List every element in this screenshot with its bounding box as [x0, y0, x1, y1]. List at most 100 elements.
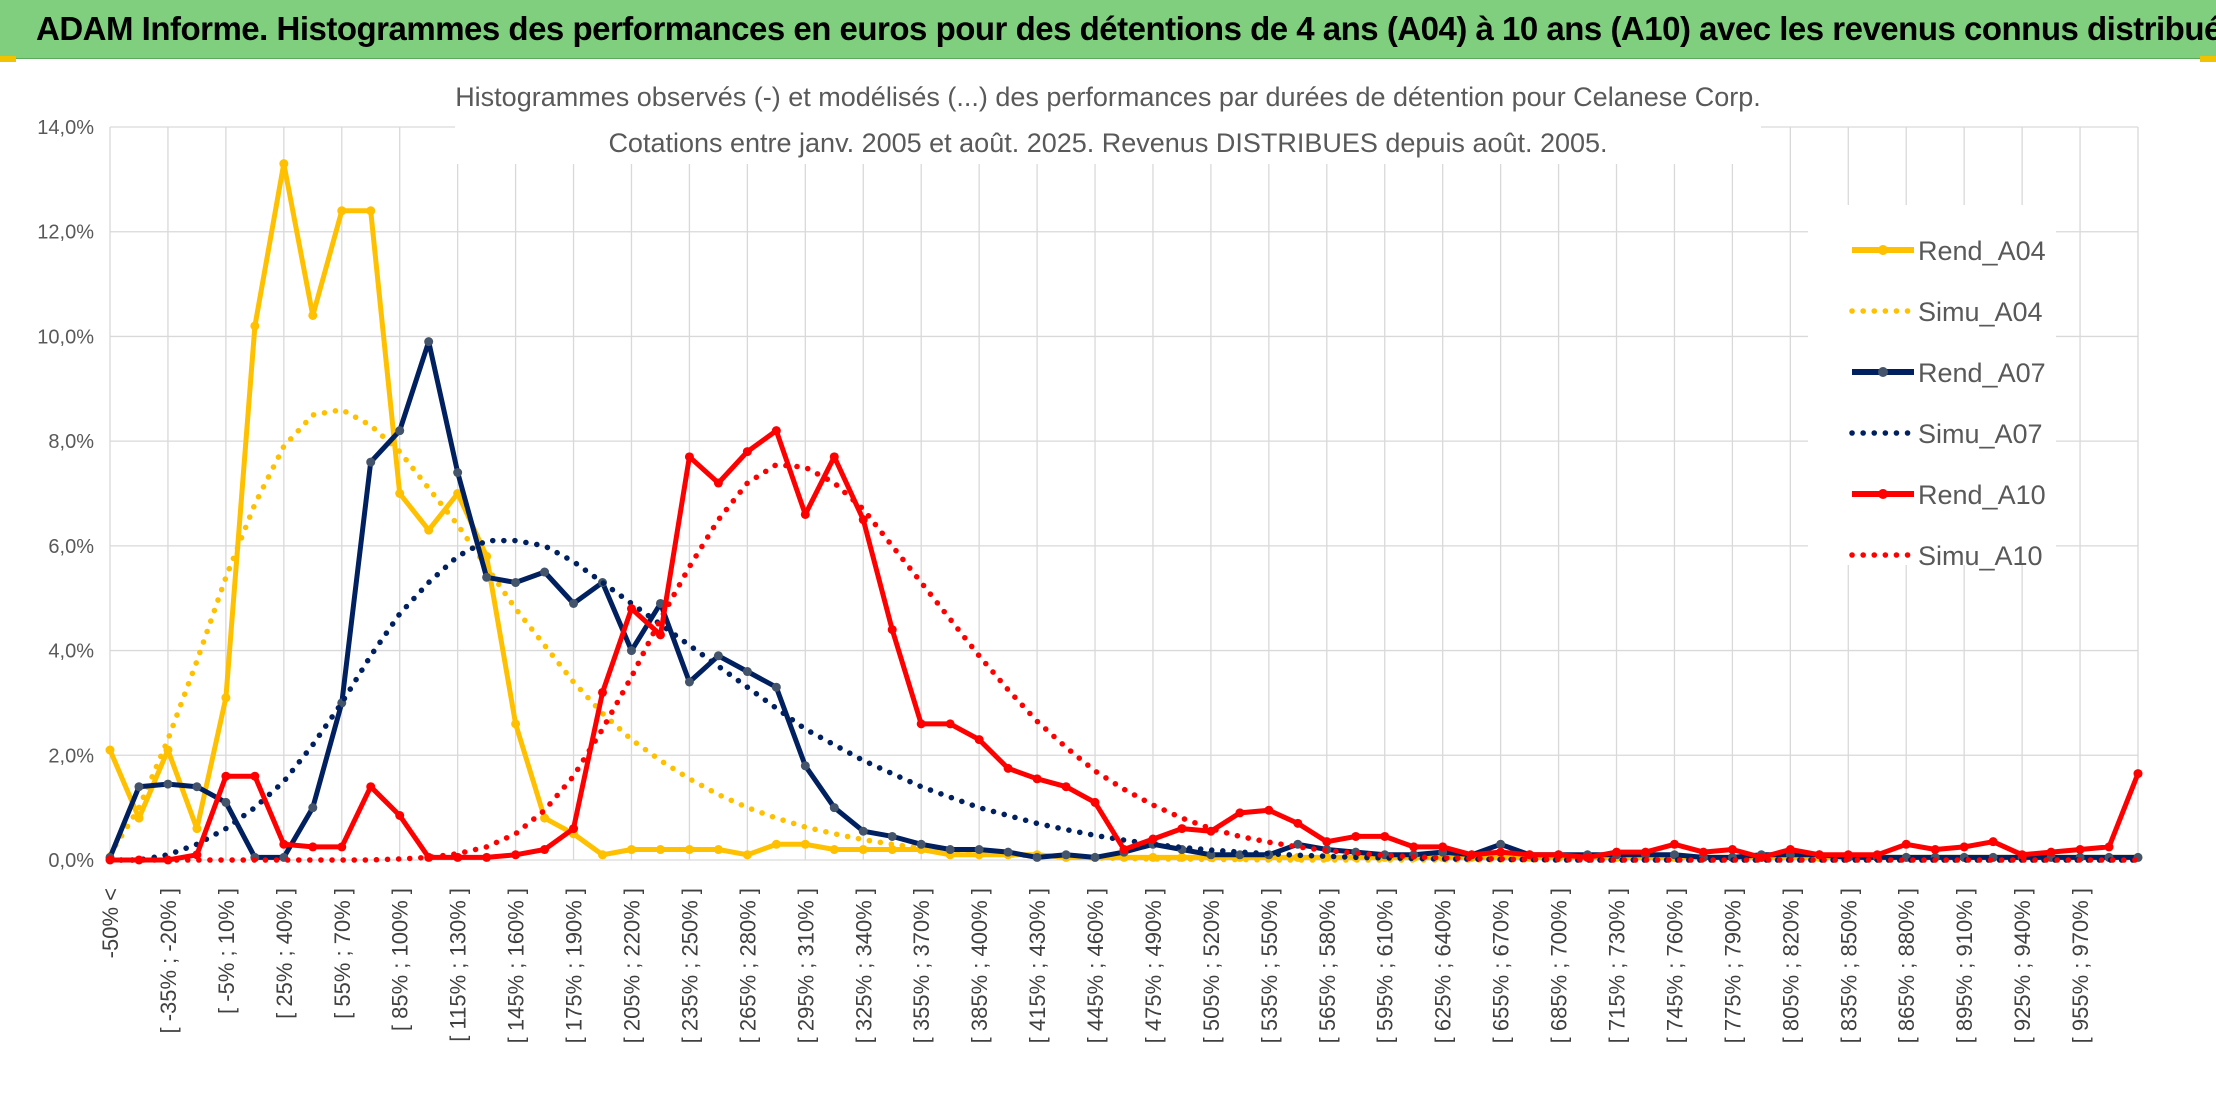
legend-item-simu-a07: Simu_A07 [1849, 419, 2043, 449]
data-point-rend-a07 [366, 457, 376, 467]
x-tick-label: [ 505% ; 520% ] [1199, 888, 1224, 1043]
data-point-rend-a10 [192, 850, 202, 860]
data-point-rend-a10 [655, 630, 665, 640]
data-point-rend-a07 [1293, 839, 1303, 849]
data-point-rend-a04 [134, 813, 144, 823]
x-tick-label: [ 85% ; 100% ] [388, 888, 413, 1031]
x-tick-label: [ 55% ; 70% ] [330, 888, 355, 1019]
data-point-rend-a07 [569, 598, 579, 608]
data-point-rend-a10 [1264, 805, 1274, 815]
data-point-rend-a07 [713, 651, 723, 661]
data-point-rend-a04 [366, 206, 376, 216]
data-point-rend-a07 [916, 839, 926, 849]
x-tick-label: [ 805% ; 820% ] [1778, 888, 1803, 1043]
data-point-rend-a07 [626, 646, 636, 656]
x-tick-label: [ 535% ; 550% ] [1257, 888, 1282, 1043]
data-point-rend-a10 [1959, 842, 1969, 852]
data-point-rend-a10 [1235, 808, 1245, 818]
data-point-rend-a07 [1003, 847, 1013, 857]
data-point-rend-a10 [1438, 842, 1448, 852]
data-point-rend-a07 [974, 845, 984, 855]
data-point-rend-a10 [2046, 847, 2056, 857]
legend-label: Simu_A07 [1918, 419, 2043, 449]
data-point-rend-a04 [105, 745, 115, 755]
data-point-rend-a10 [250, 771, 260, 781]
data-point-rend-a10 [829, 452, 839, 462]
x-tick-label: [ 925% ; 940% ] [2010, 888, 2035, 1043]
data-point-rend-a10 [800, 509, 810, 519]
data-point-rend-a10 [511, 850, 521, 860]
data-point-rend-a07 [858, 826, 868, 836]
data-point-rend-a04 [684, 845, 694, 855]
data-point-rend-a10 [1322, 837, 1332, 847]
data-point-rend-a10 [2075, 845, 2085, 855]
data-point-rend-a10 [626, 604, 636, 614]
data-point-rend-a07 [453, 468, 463, 478]
data-point-rend-a10 [1206, 826, 1216, 836]
data-point-rend-a10 [221, 771, 231, 781]
data-point-rend-a10 [2133, 769, 2143, 779]
x-tick-label: [ 175% ; 190% ] [562, 888, 587, 1043]
grid-lines [109, 126, 2139, 861]
y-tick-label: 4,0% [48, 641, 94, 663]
x-tick-label: [ 235% ; 250% ] [677, 888, 702, 1043]
report-title: ADAM Informe. Histogrammes des performan… [36, 10, 2216, 47]
data-point-rend-a10 [134, 855, 144, 865]
x-tick-label: [ 625% ; 640% ] [1431, 888, 1456, 1043]
data-point-rend-a04 [279, 159, 289, 169]
data-point-rend-a07 [1061, 850, 1071, 860]
data-point-rend-a10 [1901, 839, 1911, 849]
x-axis-tick-labels: -50% < [ -35% ; -20% ] [ -5% ; 10% ] [ 25% … [98, 888, 2093, 1043]
x-tick-label: [ 595% ; 610% ] [1373, 888, 1398, 1043]
data-point-rend-a10 [742, 447, 752, 457]
legend-marker [1878, 489, 1888, 499]
data-point-rend-a07 [800, 761, 810, 771]
data-point-rend-a10 [1351, 831, 1361, 841]
data-point-rend-a07 [684, 677, 694, 687]
x-tick-label: [ 745% ; 760% ] [1662, 888, 1687, 1043]
data-point-rend-a10 [1814, 850, 1824, 860]
data-point-rend-a10 [1061, 782, 1071, 792]
data-point-rend-a10 [945, 719, 955, 729]
data-point-rend-a07 [221, 797, 231, 807]
legend-background [1808, 205, 2056, 565]
data-point-rend-a10 [1148, 834, 1158, 844]
x-tick-label: [ 355% ; 370% ] [909, 888, 934, 1043]
x-tick-label: [ 115% ; 130% ] [446, 888, 471, 1042]
y-tick-label: 6,0% [48, 536, 94, 558]
data-point-rend-a07 [1496, 839, 1506, 849]
y-tick-label: 14,0% [37, 117, 94, 139]
x-tick-label: [ 685% ; 700% ] [1547, 888, 1572, 1043]
legend-label: Rend_A04 [1918, 236, 2046, 266]
data-point-rend-a10 [366, 782, 376, 792]
header-banner: ADAM Informe. Histogrammes des performan… [0, 0, 2216, 59]
data-point-rend-a07 [163, 779, 173, 789]
performance-histogram-chart: 0,0% 2,0% 4,0% 6,0% 8,0% 10,0% 12,0% 14,0% -50%… [37, 78, 2143, 1043]
x-tick-label: [ -5% ; 10% ] [214, 888, 239, 1014]
corner-accent-left [0, 56, 16, 62]
x-tick-label: [ 775% ; 790% ] [1720, 888, 1745, 1043]
chart-title-background [455, 78, 1761, 164]
data-point-rend-a04 [424, 525, 434, 535]
series-lines [105, 159, 2143, 865]
data-point-rend-a10 [395, 810, 405, 820]
data-point-rend-a04 [395, 489, 405, 498]
data-point-rend-a10 [1612, 847, 1622, 857]
data-point-rend-a10 [1698, 847, 1708, 857]
series-simu-a10 [107, 461, 2141, 863]
data-point-rend-a10 [1669, 839, 1679, 849]
series-line-simu-a07 [107, 537, 2141, 863]
data-point-rend-a07 [134, 782, 144, 792]
y-tick-label: 12,0% [37, 222, 94, 244]
x-tick-label: [ 295% ; 310% ] [793, 888, 818, 1043]
data-point-rend-a04 [511, 719, 521, 729]
series-simu-a07 [107, 537, 2141, 863]
data-point-rend-a10 [713, 478, 723, 488]
data-point-rend-a04 [800, 839, 810, 849]
data-point-rend-a07 [945, 845, 955, 855]
x-tick-label: [ 865% ; 880% ] [1894, 888, 1919, 1043]
data-point-rend-a10 [482, 852, 492, 862]
corner-accent-right [2200, 56, 2216, 62]
legend-label: Simu_A10 [1918, 541, 2043, 571]
data-point-rend-a07 [1669, 850, 1679, 860]
